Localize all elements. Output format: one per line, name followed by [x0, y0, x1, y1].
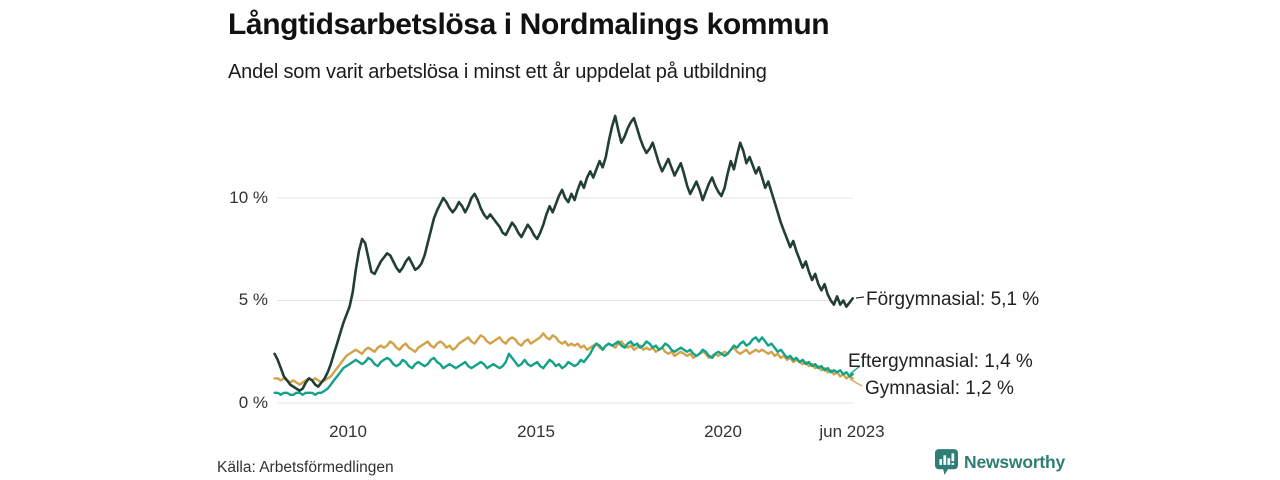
x-tick-label-2015: 2015 [517, 422, 555, 441]
series-line-gymnasial [273, 332, 854, 386]
newsworthy-wordmark: Newsworthy [964, 452, 1066, 472]
series-line-eftergymnasial [273, 336, 854, 396]
y-tick-label-5: 5 % [238, 290, 268, 309]
chart-title: Långtidsarbetslösa i Nordmalings kommun [228, 8, 830, 41]
x-tick-label-2010: 2010 [329, 422, 367, 441]
x-tick-label-2020: 2020 [704, 422, 742, 441]
y-tick-label-0: 0 % [238, 393, 268, 412]
annotation-connector-eftergymnasial [849, 365, 861, 375]
source-note: Källa: Arbetsförmedlingen [217, 459, 394, 476]
annotation-forgymnasial: Förgymnasial: 5,1 % [866, 289, 1040, 310]
annotation-connector-forgymnasial [855, 296, 865, 299]
annotation-connector-gymnasial [849, 378, 863, 387]
gridlines [277, 197, 853, 404]
newsworthy-logo-icon [935, 449, 958, 475]
y-tick-label-10: 10 % [229, 188, 268, 207]
annotation-eftergymnasial: Eftergymnasial: 1,4 % [848, 351, 1033, 372]
series-line-forgymnasial [273, 114, 855, 393]
newsworthy-logo: Newsworthy [935, 449, 1065, 479]
x-tick-label-jun2023: jun 2023 [819, 422, 885, 441]
annotation-gymnasial: Gymnasial: 1,2 % [865, 378, 1014, 399]
chart-subtitle: Andel som varit arbetslösa i minst ett å… [228, 61, 767, 83]
